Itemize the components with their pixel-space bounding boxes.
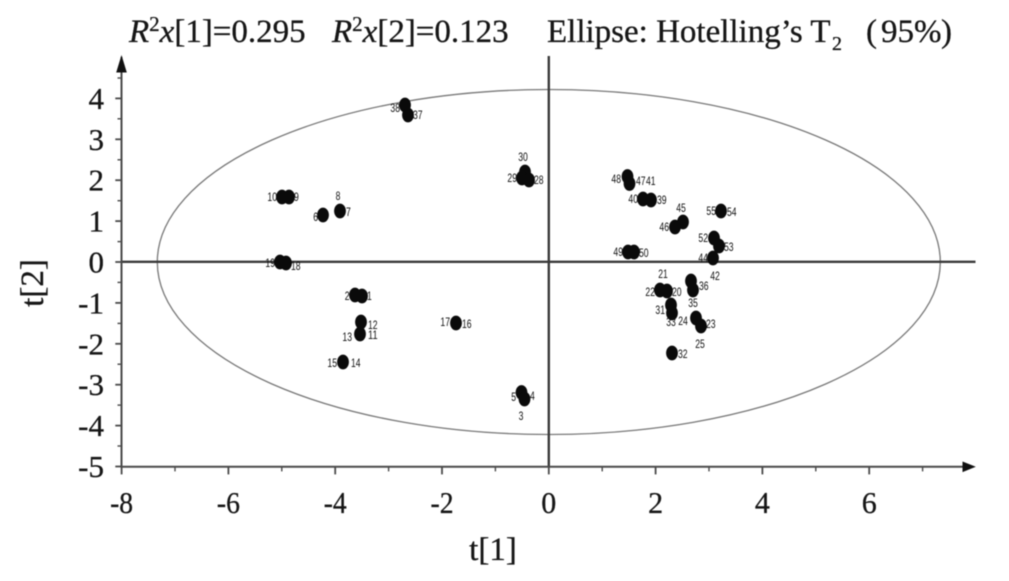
svg-text:5: 5 <box>511 390 516 404</box>
svg-text:t[2]: t[2] <box>15 259 51 307</box>
svg-text:): ) <box>941 14 952 50</box>
svg-text:95%: 95% <box>881 14 942 50</box>
svg-text:25: 25 <box>695 337 705 351</box>
svg-text:-5: -5 <box>78 449 104 484</box>
svg-text:2: 2 <box>648 485 663 520</box>
svg-text:7: 7 <box>346 205 351 219</box>
svg-text:13: 13 <box>342 330 352 344</box>
svg-text:(: ( <box>866 14 877 50</box>
svg-text:16: 16 <box>462 317 472 331</box>
svg-text:4: 4 <box>755 485 770 520</box>
svg-text:-3: -3 <box>78 367 104 402</box>
svg-text:28: 28 <box>534 173 544 187</box>
svg-text:3: 3 <box>519 409 524 423</box>
svg-text:14: 14 <box>351 356 361 370</box>
svg-text:4: 4 <box>89 81 105 116</box>
svg-text:24: 24 <box>678 314 688 328</box>
svg-text:20: 20 <box>672 285 682 299</box>
svg-text:-1: -1 <box>78 285 104 320</box>
svg-text:39: 39 <box>657 193 667 207</box>
svg-text:44: 44 <box>698 251 708 265</box>
svg-text:2: 2 <box>345 289 350 303</box>
svg-text:42: 42 <box>710 269 720 283</box>
svg-text:3: 3 <box>89 122 105 157</box>
svg-text:55: 55 <box>706 204 716 218</box>
svg-text:8: 8 <box>336 189 341 203</box>
svg-text:22: 22 <box>645 285 655 299</box>
svg-text:10: 10 <box>267 190 277 204</box>
svg-text:-2: -2 <box>431 485 454 520</box>
svg-text:32: 32 <box>678 347 688 361</box>
svg-text:37: 37 <box>413 108 423 122</box>
svg-text:15: 15 <box>327 356 337 370</box>
svg-text:0: 0 <box>89 245 105 280</box>
svg-text:6: 6 <box>862 485 877 520</box>
svg-text:40: 40 <box>628 192 638 206</box>
svg-text:23: 23 <box>706 317 716 331</box>
svg-text:-4: -4 <box>78 408 104 443</box>
svg-text:48: 48 <box>611 172 621 186</box>
svg-text:1: 1 <box>89 204 105 239</box>
svg-text:45: 45 <box>676 201 686 215</box>
svg-text:t[1]: t[1] <box>469 532 517 568</box>
svg-text:12: 12 <box>368 318 378 332</box>
svg-text:21: 21 <box>658 267 668 281</box>
svg-text:54: 54 <box>727 205 737 219</box>
svg-text:53: 53 <box>724 240 734 254</box>
svg-text:49: 49 <box>613 245 623 259</box>
svg-text:18: 18 <box>291 259 301 273</box>
svg-text:-8: -8 <box>110 485 133 520</box>
svg-text:30: 30 <box>518 150 528 164</box>
svg-text:36: 36 <box>699 279 709 293</box>
svg-text:29: 29 <box>507 171 517 185</box>
svg-text:50: 50 <box>639 246 649 260</box>
svg-text:31: 31 <box>655 303 665 317</box>
svg-text:11: 11 <box>368 328 378 342</box>
svg-text:R2x[1]=0.295: R2x[1]=0.295 <box>128 12 306 50</box>
svg-text:4: 4 <box>530 389 535 403</box>
svg-text:19: 19 <box>265 256 275 270</box>
svg-text:46: 46 <box>659 220 669 234</box>
svg-text:47: 47 <box>636 174 646 188</box>
svg-text:2: 2 <box>89 163 105 198</box>
svg-text:38: 38 <box>390 101 400 115</box>
svg-text:33: 33 <box>666 315 676 329</box>
svg-text:17: 17 <box>440 315 450 329</box>
svg-text:1: 1 <box>367 289 372 303</box>
svg-text:9: 9 <box>294 190 299 204</box>
svg-text:-4: -4 <box>324 485 347 520</box>
svg-text:0: 0 <box>541 485 556 520</box>
svg-text:Ellipse: Hotelling’s T2: Ellipse: Hotelling’s T2 <box>547 14 842 55</box>
svg-text:35: 35 <box>688 296 698 310</box>
svg-text:-2: -2 <box>78 326 104 361</box>
svg-text:6: 6 <box>313 210 318 224</box>
svg-text:52: 52 <box>698 231 708 245</box>
svg-text:R2x[2]=0.123: R2x[2]=0.123 <box>331 12 509 50</box>
svg-text:41: 41 <box>646 174 656 188</box>
svg-text:-6: -6 <box>217 485 240 520</box>
